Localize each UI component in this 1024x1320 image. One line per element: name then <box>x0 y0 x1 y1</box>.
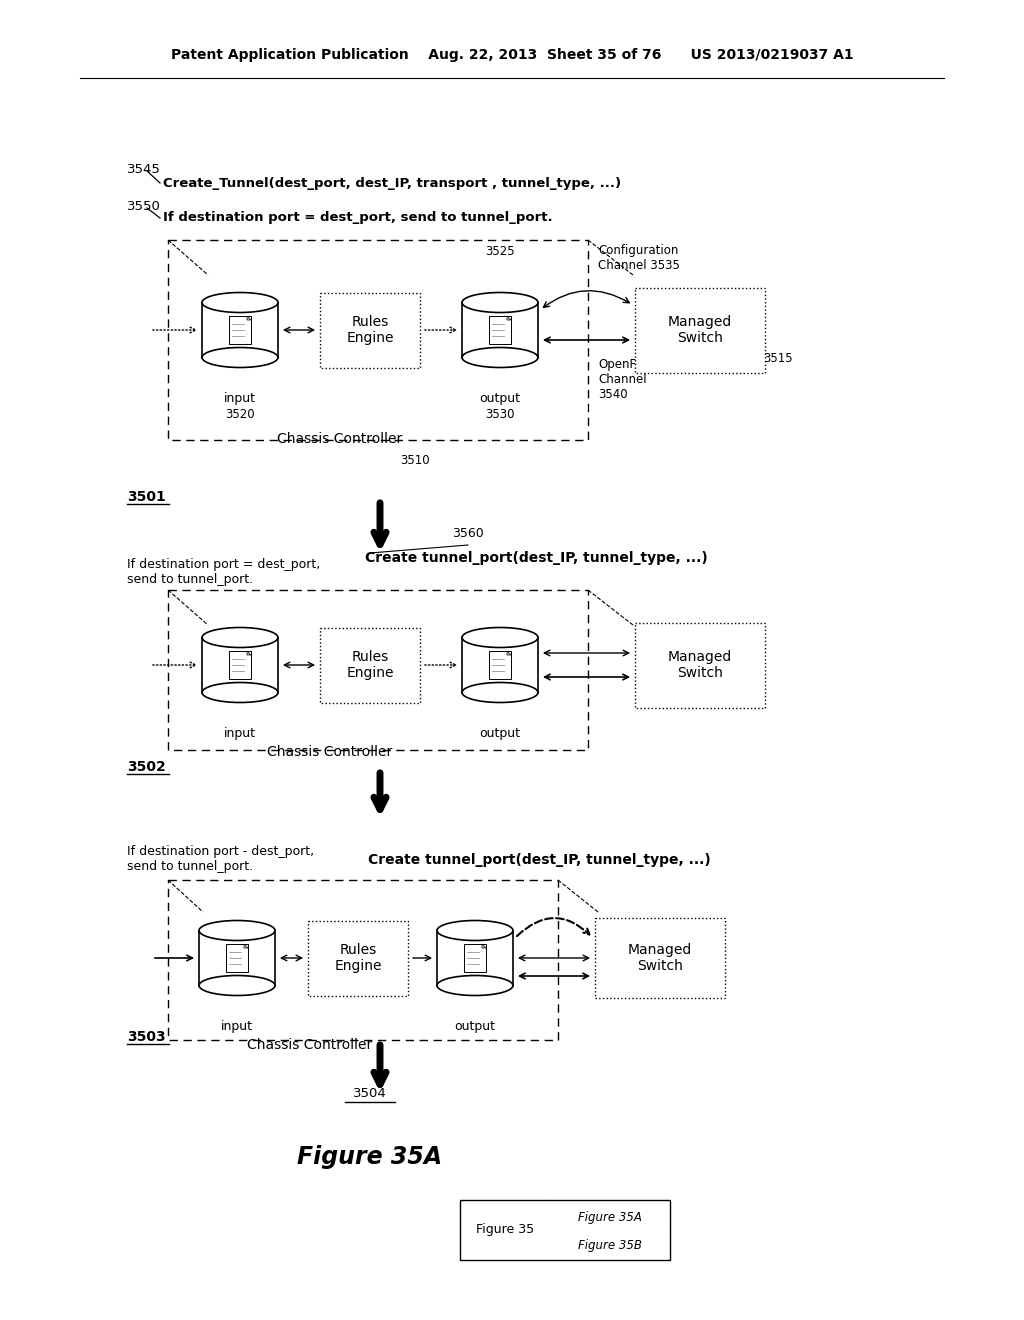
Bar <box>202 638 278 693</box>
Bar <box>635 288 765 372</box>
Text: 3503: 3503 <box>127 1030 166 1044</box>
Text: Chassis Controller: Chassis Controller <box>278 432 402 446</box>
Bar <box>229 315 251 345</box>
Ellipse shape <box>202 347 278 367</box>
Bar <box>226 944 248 972</box>
Bar <box>464 944 486 972</box>
Ellipse shape <box>462 627 538 648</box>
Text: Create tunnel_port(dest_IP, tunnel_type, ...): Create tunnel_port(dest_IP, tunnel_type,… <box>368 853 711 867</box>
Text: OpenFlow
Channel
3540: OpenFlow Channel 3540 <box>598 358 656 401</box>
Text: 3525: 3525 <box>485 246 515 257</box>
Ellipse shape <box>462 293 538 313</box>
Text: If destination port - dest_port,
send to tunnel_port.: If destination port - dest_port, send to… <box>127 845 314 873</box>
Text: Figure 35A: Figure 35A <box>297 1144 442 1170</box>
Text: input: input <box>224 727 256 741</box>
Bar <box>462 302 538 358</box>
Bar <box>319 627 420 702</box>
Bar <box>319 293 420 367</box>
Ellipse shape <box>202 682 278 702</box>
Text: 3560: 3560 <box>453 527 484 540</box>
Bar <box>489 651 511 678</box>
Bar <box>199 931 275 986</box>
Bar <box>168 590 588 750</box>
Polygon shape <box>244 944 248 948</box>
Polygon shape <box>247 651 251 655</box>
Text: Create_Tunnel(dest_port, dest_IP, transport , tunnel_type, ...): Create_Tunnel(dest_port, dest_IP, transp… <box>163 177 622 190</box>
Text: 3510: 3510 <box>400 454 430 467</box>
Text: 3550: 3550 <box>127 201 161 213</box>
Bar <box>595 917 725 998</box>
Text: 3520: 3520 <box>225 408 255 421</box>
Text: If destination port = dest_port,
send to tunnel_port.: If destination port = dest_port, send to… <box>127 558 321 586</box>
Ellipse shape <box>202 293 278 313</box>
Text: input: input <box>221 1020 253 1034</box>
Bar <box>202 302 278 358</box>
Text: Chassis Controller: Chassis Controller <box>248 1038 373 1052</box>
Text: Managed
Switch: Managed Switch <box>628 942 692 973</box>
Text: 3501: 3501 <box>127 490 166 504</box>
Bar <box>229 651 251 678</box>
Text: Configuration
Channel 3535: Configuration Channel 3535 <box>598 244 680 272</box>
Text: Figure 35A: Figure 35A <box>579 1210 642 1224</box>
Polygon shape <box>507 315 511 319</box>
Text: Rules
Engine: Rules Engine <box>346 649 394 680</box>
Text: 3530: 3530 <box>485 408 515 421</box>
Ellipse shape <box>199 975 275 995</box>
Polygon shape <box>507 651 511 655</box>
Bar <box>462 638 538 693</box>
Text: Figure 35: Figure 35 <box>476 1224 535 1237</box>
Polygon shape <box>482 944 486 948</box>
Text: 3504: 3504 <box>353 1086 387 1100</box>
Ellipse shape <box>202 627 278 648</box>
Text: output: output <box>479 727 520 741</box>
Text: 3502: 3502 <box>127 760 166 774</box>
Text: Rules
Engine: Rules Engine <box>334 942 382 973</box>
Ellipse shape <box>199 920 275 940</box>
Text: Managed
Switch: Managed Switch <box>668 649 732 680</box>
Text: 3545: 3545 <box>127 162 161 176</box>
Text: output: output <box>455 1020 496 1034</box>
Text: input: input <box>224 392 256 405</box>
Text: Rules
Engine: Rules Engine <box>346 315 394 345</box>
Text: output: output <box>479 392 520 405</box>
Text: If destination port = dest_port, send to tunnel_port.: If destination port = dest_port, send to… <box>163 211 553 224</box>
Ellipse shape <box>462 347 538 367</box>
Bar <box>168 880 558 1040</box>
Bar <box>168 240 588 440</box>
Text: Managed
Switch: Managed Switch <box>668 315 732 345</box>
Ellipse shape <box>462 682 538 702</box>
Text: 3515: 3515 <box>763 351 793 364</box>
Bar <box>460 1200 670 1261</box>
Text: Patent Application Publication    Aug. 22, 2013  Sheet 35 of 76      US 2013/021: Patent Application Publication Aug. 22, … <box>171 48 853 62</box>
Ellipse shape <box>437 920 513 940</box>
Polygon shape <box>247 315 251 319</box>
Text: Figure 35B: Figure 35B <box>579 1238 642 1251</box>
Bar <box>308 920 408 995</box>
Text: Chassis Controller: Chassis Controller <box>267 744 392 759</box>
Bar <box>489 315 511 345</box>
Bar <box>635 623 765 708</box>
Bar <box>437 931 513 986</box>
Ellipse shape <box>437 975 513 995</box>
Text: Create tunnel_port(dest_IP, tunnel_type, ...): Create tunnel_port(dest_IP, tunnel_type,… <box>365 550 708 565</box>
